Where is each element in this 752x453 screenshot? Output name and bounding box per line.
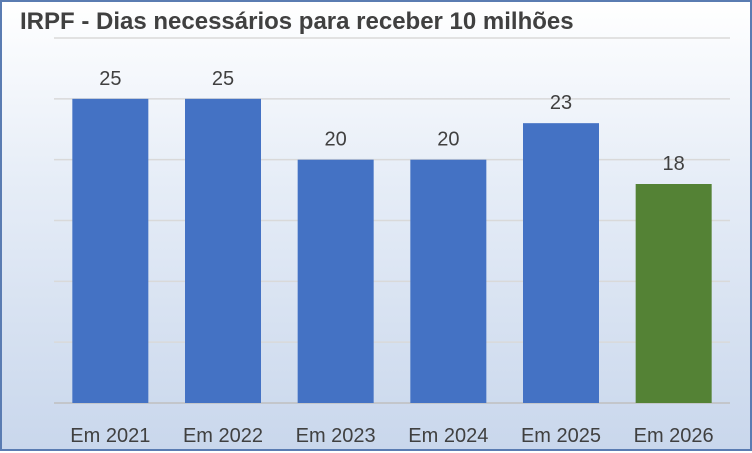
data-label: 18	[663, 153, 685, 175]
bar-em-2023	[297, 159, 374, 403]
chart-title: IRPF - Dias necessários para receber 10 …	[20, 8, 574, 35]
bar-em-2026	[635, 184, 712, 403]
data-label: 23	[550, 92, 572, 114]
x-axis-tick-labels: Em 2021 Em 2022 Em 2023 Em 2024 Em 2025 Em 20…	[70, 425, 713, 447]
x-tick-label: Em 2023	[296, 425, 376, 447]
data-labels: 25 25 20 20 23 18	[99, 68, 685, 175]
x-tick-label: Em 2021	[70, 425, 150, 447]
data-label: 20	[325, 129, 347, 151]
x-tick-label: Em 2025	[521, 425, 601, 447]
data-label: 25	[212, 68, 234, 90]
gridlines	[54, 37, 730, 404]
bar-em-2024	[410, 159, 487, 403]
data-label: 25	[99, 68, 121, 90]
bars	[72, 98, 712, 404]
x-tick-label: Em 2026	[634, 425, 714, 447]
data-label: 20	[437, 129, 459, 151]
x-tick-label: Em 2024	[408, 425, 488, 447]
x-tick-label: Em 2022	[183, 425, 263, 447]
bar-em-2021	[72, 98, 149, 403]
bar-em-2025	[523, 123, 599, 404]
bar-em-2022	[185, 98, 261, 403]
